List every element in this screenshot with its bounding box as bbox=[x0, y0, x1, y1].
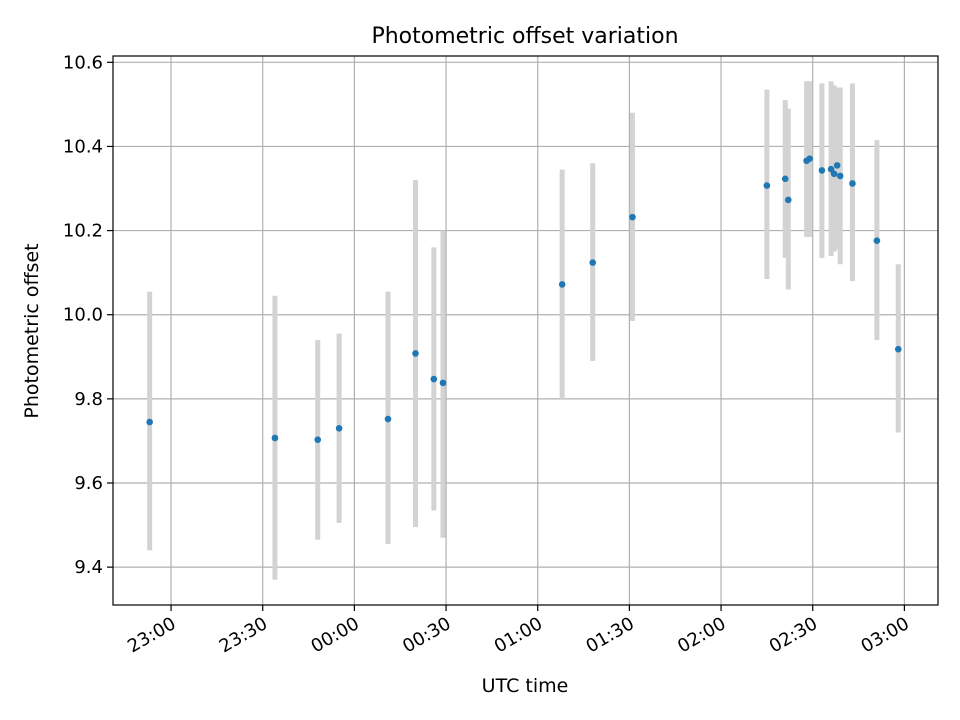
y-axis-ticks: 9.4 9.6 9.8 10.0 10.2 10.4 10.6 bbox=[63, 52, 113, 578]
data-point bbox=[836, 172, 844, 180]
data-point bbox=[589, 259, 597, 266]
data-point bbox=[830, 170, 838, 178]
x-tick-label: 01:00 bbox=[491, 613, 546, 657]
x-tick-label: 23:30 bbox=[216, 613, 271, 657]
grid-lines bbox=[113, 56, 938, 605]
error-bars bbox=[147, 81, 901, 580]
data-point bbox=[894, 345, 902, 353]
data-point bbox=[849, 180, 856, 187]
y-tick-label: 10.6 bbox=[63, 52, 103, 73]
data-point bbox=[873, 237, 881, 244]
y-axis-label: Photometric offset bbox=[21, 243, 43, 418]
data-point bbox=[818, 167, 826, 174]
x-tick-label: 03:00 bbox=[857, 613, 912, 657]
data-point bbox=[833, 162, 841, 169]
plot-frame bbox=[112, 55, 939, 606]
data-point bbox=[784, 196, 792, 204]
data-point bbox=[763, 182, 771, 189]
data-point bbox=[314, 436, 322, 443]
y-tick-label: 10.2 bbox=[63, 221, 103, 242]
data-point bbox=[335, 425, 343, 432]
data-point bbox=[271, 434, 279, 442]
y-tick-label: 10.0 bbox=[63, 305, 103, 326]
chart-title: Photometric offset variation bbox=[371, 24, 678, 49]
data-point bbox=[558, 281, 566, 288]
x-axis-ticks: 23:00 23:30 00:00 00:30 01:00 01:30 02:00 02:30… bbox=[124, 605, 913, 657]
data-point bbox=[629, 213, 636, 221]
y-tick-label: 9.8 bbox=[74, 389, 103, 410]
data-point bbox=[430, 375, 438, 383]
x-tick-label: 02:00 bbox=[674, 613, 729, 657]
data-point bbox=[806, 155, 813, 162]
data-point bbox=[146, 418, 153, 426]
data-points bbox=[146, 155, 902, 443]
y-tick-label: 9.6 bbox=[74, 473, 103, 494]
data-point bbox=[439, 379, 447, 387]
x-tick-label: 00:00 bbox=[307, 613, 362, 657]
x-tick-label: 23:00 bbox=[124, 613, 179, 657]
x-tick-label: 01:30 bbox=[582, 613, 637, 657]
data-point bbox=[781, 175, 789, 183]
data-point bbox=[412, 350, 419, 357]
y-tick-label: 10.4 bbox=[63, 136, 103, 157]
x-tick-label: 02:30 bbox=[766, 613, 821, 657]
data-point bbox=[384, 415, 392, 423]
x-axis-label: UTC time bbox=[482, 675, 569, 697]
y-tick-label: 9.4 bbox=[74, 557, 103, 578]
x-tick-label: 00:30 bbox=[399, 613, 454, 657]
